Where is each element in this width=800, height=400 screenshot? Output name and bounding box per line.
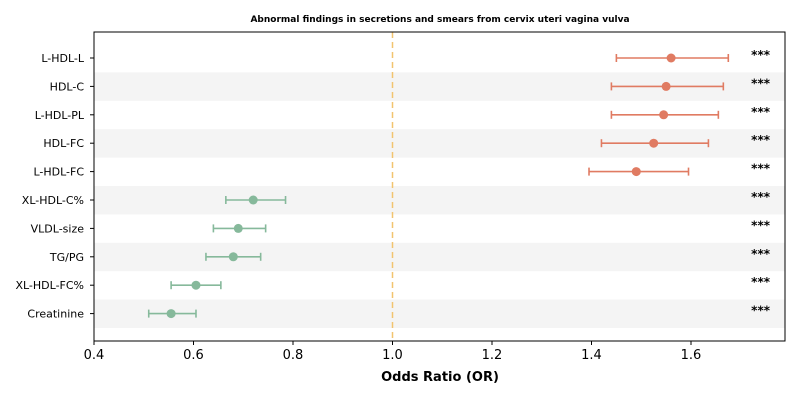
or-point [228, 252, 238, 262]
forest-row: HDL-C *** [50, 76, 771, 93]
x-tick-label: 1.2 [482, 348, 503, 363]
forest-row: L-HDL-L *** [41, 48, 770, 65]
x-tick-label: 1.0 [382, 348, 403, 363]
or-point [649, 138, 659, 148]
data-rows: L-HDL-L ***HDL-C ***L-HDL-PL ***HDL-FC ***L-… [15, 48, 770, 321]
forest-row: XL-HDL-FC% *** [15, 275, 770, 292]
row-band [94, 299, 785, 328]
row-bands [94, 72, 785, 328]
or-point [191, 280, 201, 290]
significance-label: *** [751, 162, 771, 176]
forest-row: TG/PG *** [49, 247, 771, 264]
significance-label: *** [751, 218, 771, 232]
row-label: VLDL-size [31, 222, 85, 235]
x-tick-label: 0.4 [84, 348, 105, 363]
forest-row: L-HDL-FC *** [33, 162, 770, 179]
plot-frame [93, 31, 786, 342]
significance-label: *** [751, 133, 771, 147]
significance-label: *** [751, 304, 771, 318]
x-axis-ticks: 0.4 0.6 0.8 1.0 1.2 1.4 1.6 [84, 341, 702, 363]
row-label: L-HDL-PL [35, 109, 85, 122]
or-point [233, 223, 243, 233]
x-tick-label: 0.6 [183, 348, 204, 363]
significance-label: *** [751, 190, 771, 204]
row-label: HDL-C [50, 80, 85, 93]
forest-row: L-HDL-PL *** [35, 105, 771, 122]
row-label: TG/PG [49, 251, 84, 264]
or-point [659, 110, 669, 120]
significance-label: *** [751, 275, 771, 289]
significance-label: *** [751, 48, 771, 62]
x-tick-label: 1.4 [581, 348, 602, 363]
forest-row: Creatinine *** [27, 304, 770, 321]
or-point [631, 167, 641, 177]
forest-row: HDL-FC *** [43, 133, 770, 150]
forest-row: VLDL-size *** [31, 218, 771, 235]
or-point [666, 53, 676, 63]
row-label: XL-HDL-FC% [15, 279, 84, 292]
x-axis-label: Odds Ratio (OR) [381, 370, 499, 385]
row-band [94, 186, 785, 215]
forest-row: XL-HDL-C% *** [22, 190, 771, 207]
significance-label: *** [751, 76, 771, 90]
significance-label: *** [751, 105, 771, 119]
row-label: Creatinine [27, 308, 84, 321]
significance-label: *** [751, 247, 771, 261]
x-tick-label: 1.6 [681, 348, 702, 363]
or-point [661, 81, 671, 91]
row-band [94, 242, 785, 272]
chart-title: Abnormal findings in secretions and smea… [250, 15, 629, 25]
row-label: XL-HDL-C% [22, 194, 84, 207]
row-label: L-HDL-FC [33, 166, 84, 179]
or-point [248, 195, 258, 205]
row-label: HDL-FC [43, 137, 84, 150]
or-point [166, 309, 176, 319]
x-tick-label: 0.8 [283, 348, 304, 363]
row-label: L-HDL-L [41, 52, 85, 65]
